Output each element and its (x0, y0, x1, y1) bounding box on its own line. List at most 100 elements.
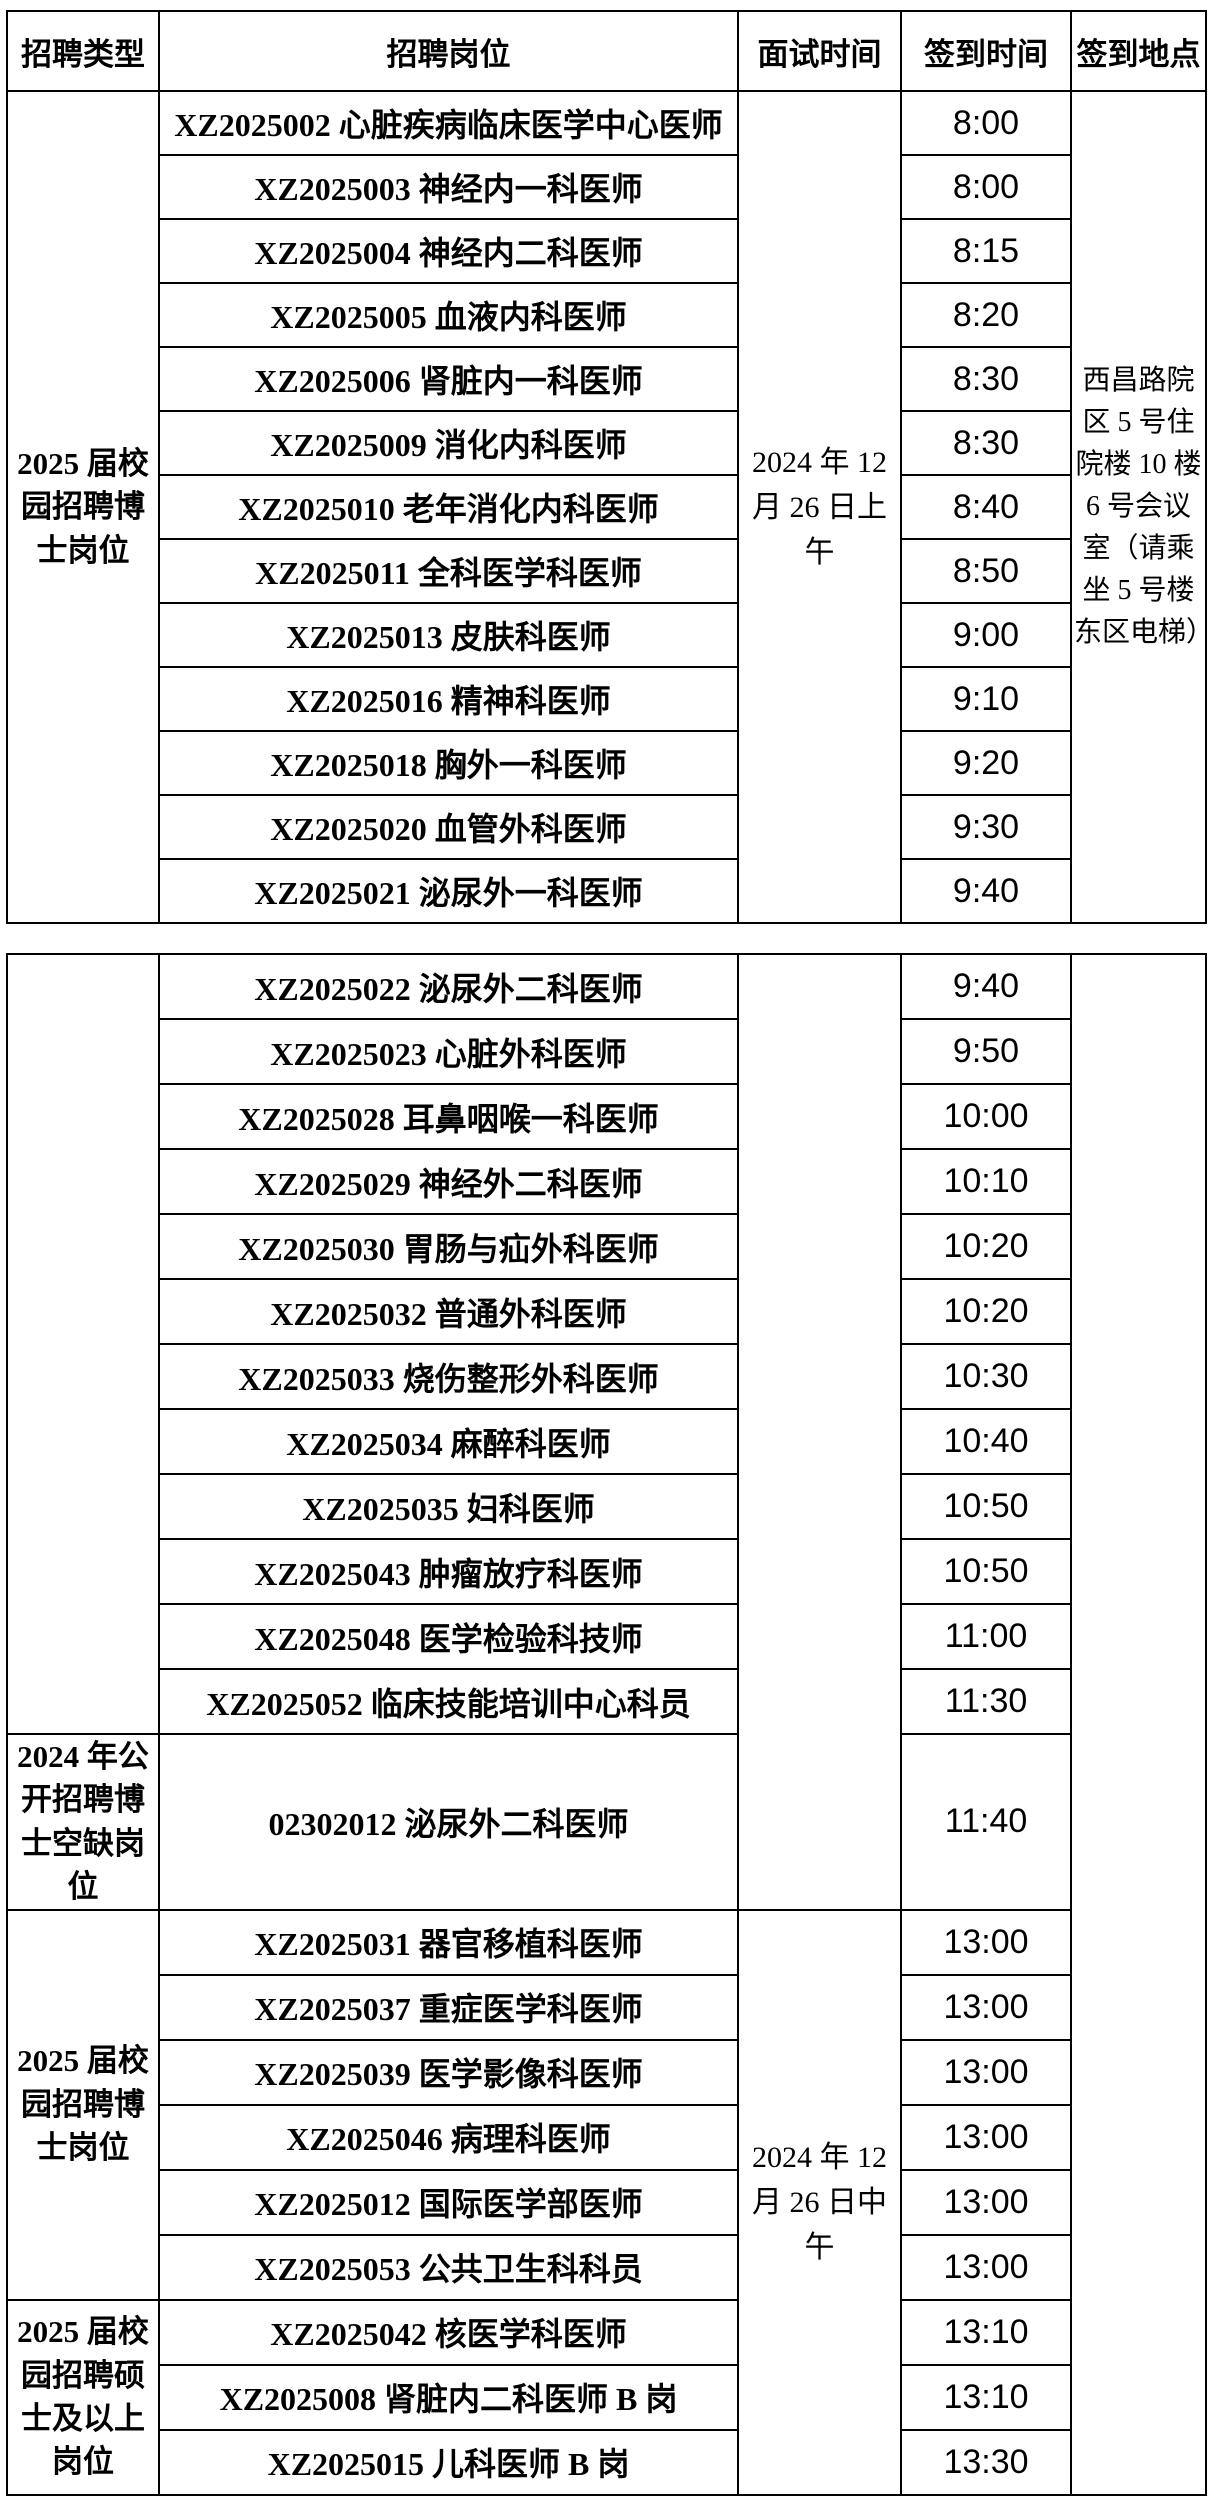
table-row: XZ2025035 妇科医师 10:50 (7, 1473, 1206, 1540)
table-row: XZ2025043 肿瘤放疗科医师 10:50 (7, 1538, 1206, 1605)
position-cell: XZ2025006 肾脏内一科医师 (158, 346, 739, 412)
position-cell: XZ2025010 老年消化内科医师 (158, 474, 739, 540)
signin-time-cell: 9:10 (900, 666, 1072, 732)
table-row: XZ2025034 麻醉科医师 10:40 (7, 1408, 1206, 1475)
signin-time-cell: 10:10 (900, 1148, 1072, 1215)
position-cell: XZ2025033 烧伤整形外科医师 (158, 1343, 739, 1410)
position-cell: XZ2025012 国际医学部医师 (158, 2168, 739, 2236)
position-cell: XZ2025005 血液内科医师 (158, 282, 739, 348)
position-cell: XZ2025048 医学检验科技师 (158, 1603, 739, 1670)
table-row: XZ2025010 老年消化内科医师 8:40 (7, 474, 1206, 540)
signin-time-cell: 13:00 (900, 2233, 1072, 2301)
signin-time-cell: 13:00 (900, 1973, 1072, 2041)
table-row: XZ2025020 血管外科医师 9:30 (7, 794, 1206, 860)
table-row: XZ2025004 神经内二科医师 8:15 (7, 218, 1206, 284)
table-row: XZ2025018 胸外一科医师 9:20 (7, 730, 1206, 796)
signin-time-cell: 10:50 (900, 1473, 1072, 1540)
position-cell: XZ2025003 神经内一科医师 (158, 154, 739, 220)
interview-time-cell-empty (737, 953, 902, 1911)
table-row: XZ2025046 病理科医师 13:00 (7, 2103, 1206, 2171)
signin-time-cell: 13:00 (900, 2103, 1072, 2171)
position-cell: XZ2025028 耳鼻咽喉一科医师 (158, 1083, 739, 1150)
table-row: XZ2025037 重症医学科医师 13:00 (7, 1973, 1206, 2041)
table-row: XZ2025039 医学影像科医师 13:00 (7, 2038, 1206, 2106)
table-row: XZ2025022 泌尿外二科医师 9:40 (6, 953, 1207, 2496)
header-signin-location: 签到地点 (1070, 10, 1207, 92)
position-cell: XZ2025053 公共卫生科科员 (158, 2233, 739, 2301)
table-row: XZ2025053 公共卫生科科员 13:00 (7, 2233, 1206, 2301)
signin-time-cell: 11:40 (900, 1733, 1072, 1911)
table-row: XZ2025032 普通外科医师 10:20 (7, 1278, 1206, 1345)
header-position: 招聘岗位 (158, 10, 739, 92)
position-cell: XZ2025039 医学影像科医师 (158, 2038, 739, 2106)
category-cell-empty (6, 953, 160, 1735)
category-cell-phd-campus: 2025 届校园招聘博士岗位 (6, 90, 160, 924)
position-cell: XZ2025004 神经内二科医师 (158, 218, 739, 284)
position-cell: XZ2025016 精神科医师 (158, 666, 739, 732)
category-cell-phd-campus: 2025 届校园招聘博士岗位 (6, 1908, 160, 2301)
table-header-row: 招聘类型 招聘岗位 面试时间 签到时间 签到地点 (6, 10, 1207, 92)
interview-schedule-document: { "colors": { "border": "#000000", "back… (0, 10, 1210, 2504)
signin-time-cell: 9:40 (900, 858, 1072, 924)
signin-time-cell: 10:20 (900, 1278, 1072, 1345)
position-cell: XZ2025052 临床技能培训中心科员 (158, 1668, 739, 1735)
category-cell-phd-vacancy: 2024 年公开招聘博士空缺岗位 (6, 1733, 160, 1911)
signin-time-cell: 9:50 (900, 1018, 1072, 1085)
table-row: XZ2025015 儿科医师 B 岗 13:30 (7, 2428, 1206, 2496)
position-cell: XZ2025046 病理科医师 (158, 2103, 739, 2171)
position-cell: XZ2025037 重症医学科医师 (158, 1973, 739, 2041)
signin-time-cell: 13:00 (900, 2168, 1072, 2236)
signin-time-cell: 9:00 (900, 602, 1072, 668)
signin-time-cell: 8:30 (900, 410, 1072, 476)
table-row: XZ2025028 耳鼻咽喉一科医师 10:00 (7, 1083, 1206, 1150)
position-cell: XZ2025009 消化内科医师 (158, 410, 739, 476)
category-cell-master-campus: 2025 届校园招聘硕士及以上岗位 (6, 2298, 160, 2496)
header-recruit-type: 招聘类型 (6, 10, 160, 92)
table-row: 2025 届校园招聘博士岗位 XZ2025002 心脏疾病临床医学中心医师 20… (6, 90, 1207, 924)
interview-time-cell: 2024 年 12 月 26 日中午 (737, 1908, 902, 2496)
header-signin-time: 签到时间 (900, 10, 1072, 92)
table-row: 2025 届校园招聘硕士及以上岗位 XZ2025042 核医学科医师 13:10 (6, 2298, 1206, 2496)
signin-time-cell: 13:00 (900, 1908, 1072, 1976)
table-row: XZ2025012 国际医学部医师 13:00 (7, 2168, 1206, 2236)
position-cell: XZ2025018 胸外一科医师 (158, 730, 739, 796)
position-cell: XZ2025023 心脏外科医师 (158, 1018, 739, 1085)
position-cell: XZ2025043 肿瘤放疗科医师 (158, 1538, 739, 1605)
signin-time-cell: 8:15 (900, 218, 1072, 284)
signin-time-cell: 10:00 (900, 1083, 1072, 1150)
table-row: XZ2025033 烧伤整形外科医师 10:30 (7, 1343, 1206, 1410)
table-row: XZ2025030 胃肠与疝外科医师 10:20 (7, 1213, 1206, 1280)
table-row: XZ2025013 皮肤科医师 9:00 (7, 602, 1206, 668)
position-cell: XZ2025035 妇科医师 (158, 1473, 739, 1540)
table-row: 2024 年公开招聘博士空缺岗位 02302012 泌尿外二科医师 11:40 (6, 1733, 1206, 1911)
table-row: XZ2025016 精神科医师 9:10 (7, 666, 1206, 732)
signin-time-cell: 9:40 (900, 953, 1072, 1020)
signin-time-cell: 8:00 (900, 90, 1072, 156)
position-cell: XZ2025013 皮肤科医师 (158, 602, 739, 668)
table-row: XZ2025003 神经内一科医师 8:00 (7, 154, 1206, 220)
position-cell: XZ2025032 普通外科医师 (158, 1278, 739, 1345)
table-row: XZ2025009 消化内科医师 8:30 (7, 410, 1206, 476)
header-interview-time: 面试时间 (737, 10, 902, 92)
table-row: XZ2025048 医学检验科技师 11:00 (7, 1603, 1206, 1670)
position-cell: XZ2025002 心脏疾病临床医学中心医师 (158, 90, 739, 156)
signin-time-cell: 13:00 (900, 2038, 1072, 2106)
signin-time-cell: 11:00 (900, 1603, 1072, 1670)
signin-time-cell: 10:30 (900, 1343, 1072, 1410)
signin-time-cell: 8:50 (900, 538, 1072, 604)
interview-time-cell: 2024 年 12 月 26 日上午 (737, 90, 902, 924)
table-row: XZ2025006 肾脏内一科医师 8:30 (7, 346, 1206, 412)
signin-time-cell: 8:20 (900, 282, 1072, 348)
table-row: XZ2025021 泌尿外一科医师 9:40 (7, 858, 1206, 924)
signin-time-cell: 9:20 (900, 730, 1072, 796)
position-cell: XZ2025011 全科医学科医师 (158, 538, 739, 604)
position-cell: XZ2025020 血管外科医师 (158, 794, 739, 860)
table-row: XZ2025052 临床技能培训中心科员 11:30 (7, 1668, 1206, 1735)
signin-time-cell: 13:10 (900, 2298, 1072, 2366)
signin-time-cell: 8:00 (900, 154, 1072, 220)
signin-time-cell: 13:10 (900, 2363, 1072, 2431)
table-row: 2025 届校园招聘博士岗位 XZ2025031 器官移植科医师 2024 年 … (6, 1908, 1206, 2496)
position-cell: XZ2025021 泌尿外一科医师 (158, 858, 739, 924)
signin-time-cell: 8:30 (900, 346, 1072, 412)
table-row: XZ2025011 全科医学科医师 8:50 (7, 538, 1206, 604)
